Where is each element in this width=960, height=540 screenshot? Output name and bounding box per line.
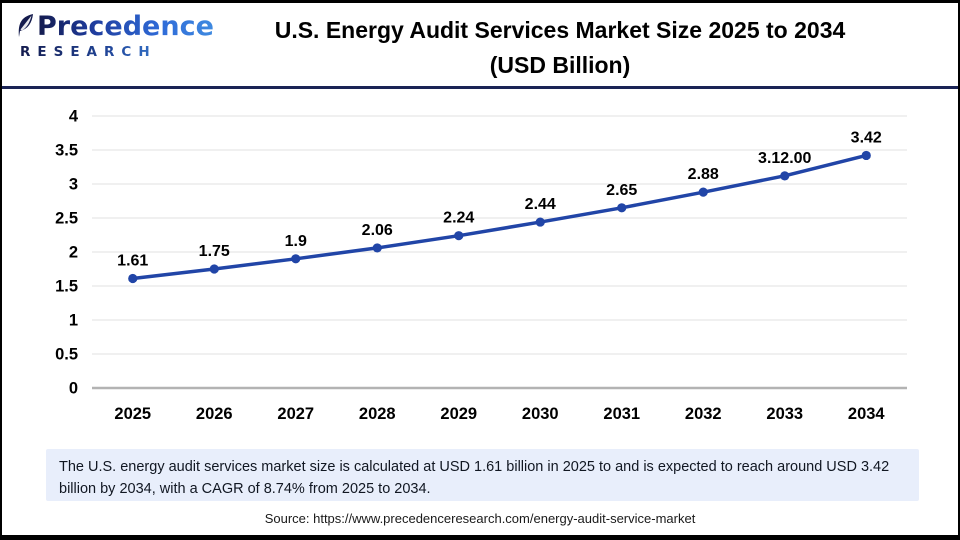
brand-name: Precedence <box>37 11 214 42</box>
data-point-marker <box>617 203 627 213</box>
x-tick-label: 2030 <box>522 405 559 423</box>
market-size-line-chart: 0 0.5 1 1.5 2 2.5 3 3.5 4 2025 2026 2027 2028 2029 203… <box>20 97 940 427</box>
series-line <box>131 153 868 281</box>
data-point-label: 2.65 <box>606 182 637 199</box>
page-title: U.S. Energy Audit Services Market Size 2… <box>192 13 928 82</box>
summary-text: The U.S. energy audit services market si… <box>59 459 890 498</box>
y-tick-label: 0 <box>69 380 78 398</box>
data-point-marker <box>128 273 138 284</box>
page-title-line1: U.S. Energy Audit Services Market Size 2… <box>274 17 846 43</box>
data-point-marker <box>291 254 301 264</box>
data-point-label: 1.9 <box>285 233 307 250</box>
chart-canvas: 0 0.5 1 1.5 2 2.5 3 3.5 4 2025 2026 2027 2028 2029 203… <box>55 108 907 423</box>
data-point-label: 1.75 <box>199 243 230 260</box>
data-point-label: 1.61 <box>117 253 148 270</box>
data-point-marker <box>535 217 545 227</box>
y-tick-label: 3 <box>69 176 78 194</box>
y-tick-label: 1.5 <box>55 278 78 296</box>
y-tick-label: 0.5 <box>55 346 78 364</box>
summary-callout: The U.S. energy audit services market si… <box>46 449 919 501</box>
x-tick-label: 2033 <box>766 405 803 423</box>
y-tick-label: 3.5 <box>55 142 78 160</box>
data-point-label: 2.24 <box>443 210 474 227</box>
x-tick-label: 2034 <box>848 405 886 423</box>
header: Precedence RESEARCH U.S. Energy Audit Se… <box>2 3 958 89</box>
data-point-label: 2.88 <box>688 166 719 183</box>
source-citation: Source: https://www.precedenceresearch.c… <box>264 511 696 526</box>
page-title-line2: (USD Billion) <box>489 51 631 78</box>
leaf-logo-icon <box>16 13 36 43</box>
brand-logo: Precedence RESEARCH <box>16 13 214 60</box>
y-tick-label: 2.5 <box>55 210 78 228</box>
x-tick-label: 2031 <box>603 405 640 423</box>
data-point-label: 3.12.00 <box>758 150 811 167</box>
data-point-marker <box>372 243 382 253</box>
x-tick-label: 2027 <box>277 405 314 423</box>
brand-subname: RESEARCH <box>20 45 186 60</box>
data-point-marker <box>454 231 464 241</box>
y-tick-label: 2 <box>69 244 78 262</box>
x-tick-label: 2028 <box>359 405 396 423</box>
data-point-marker <box>861 150 871 161</box>
x-tick-label: 2032 <box>685 405 722 423</box>
y-tick-label: 1 <box>69 312 78 330</box>
x-tick-label: 2025 <box>114 405 151 423</box>
y-tick-label: 4 <box>69 108 79 126</box>
data-point-label: 2.06 <box>362 222 393 239</box>
data-point-marker <box>209 264 219 274</box>
x-tick-label: 2029 <box>440 405 477 423</box>
data-point-label: 3.42 <box>851 129 882 146</box>
data-point-label: 2.44 <box>525 196 556 213</box>
data-point-marker <box>780 171 790 181</box>
data-point-marker <box>698 187 708 197</box>
x-tick-label: 2026 <box>196 405 233 423</box>
